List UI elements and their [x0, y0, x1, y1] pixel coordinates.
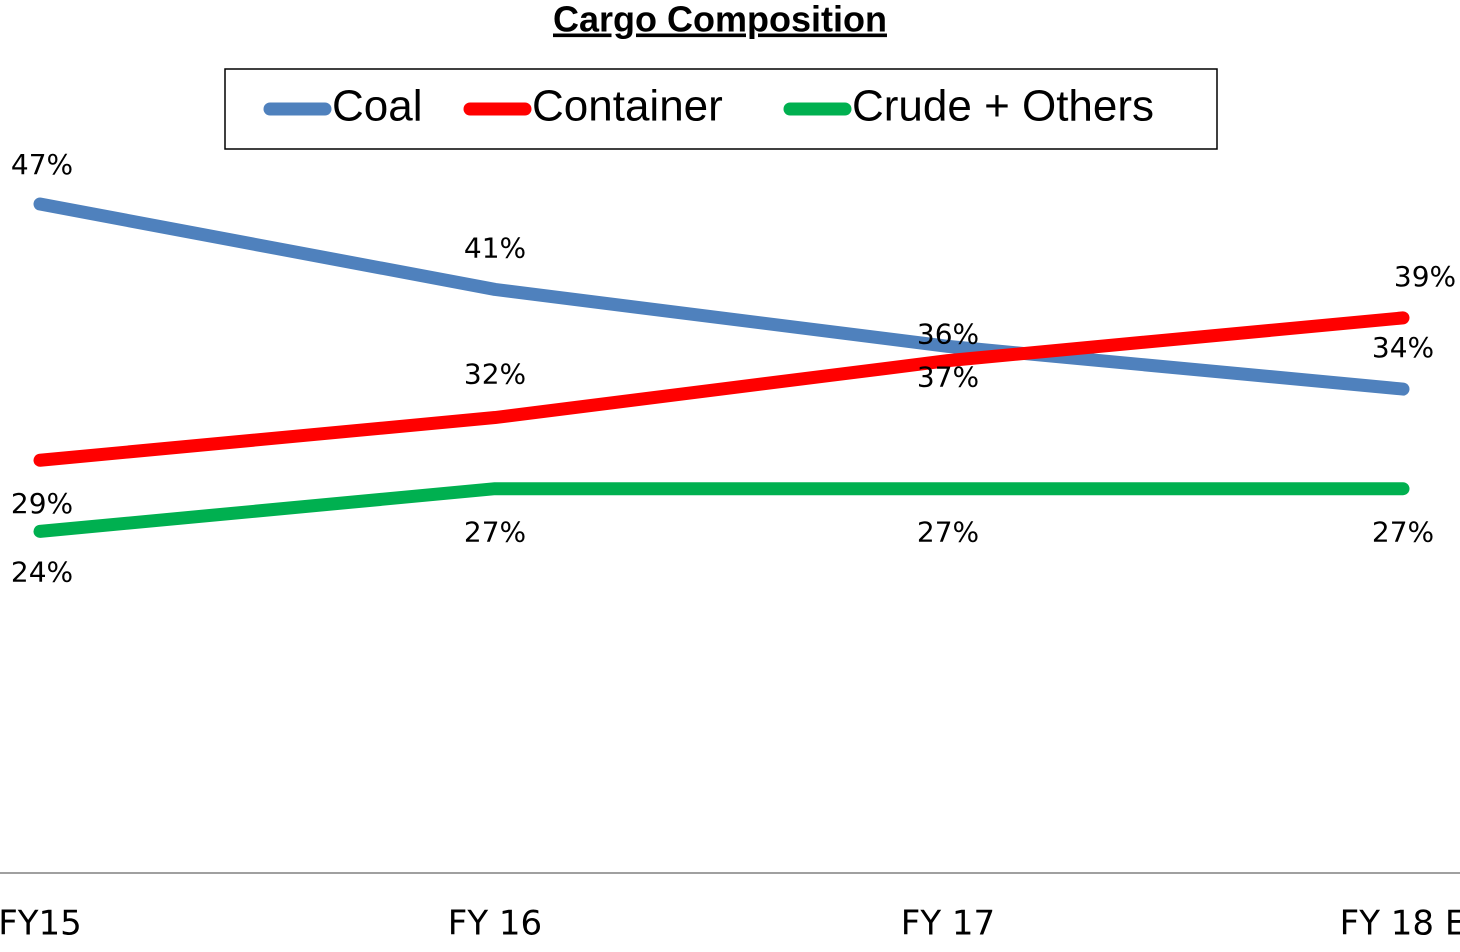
legend-label: Coal	[332, 82, 423, 131]
series-line	[33, 482, 1410, 538]
data-label: 27%	[1372, 516, 1434, 549]
series-line	[33, 311, 1410, 467]
data-label: 34%	[1372, 331, 1434, 364]
legend-label: Crude + Others	[852, 82, 1154, 131]
data-label: 41%	[464, 231, 526, 264]
legend-box	[224, 68, 1218, 150]
data-label: 36%	[917, 318, 979, 351]
x-tick-label: FY15	[0, 904, 82, 944]
x-tick-label: FY 18 E	[1340, 904, 1460, 944]
data-label: 27%	[464, 516, 526, 549]
x-tick-label: FY 17	[901, 904, 995, 944]
data-label: 47%	[11, 148, 73, 181]
data-label: 24%	[11, 555, 73, 588]
data-label: 27%	[917, 516, 979, 549]
legend-label: Container	[532, 82, 723, 131]
series-line	[33, 197, 1410, 396]
data-label: 32%	[464, 358, 526, 391]
x-tick-label: FY 16	[448, 904, 542, 944]
data-label: 39%	[1394, 260, 1456, 293]
data-label: 29%	[11, 487, 73, 520]
data-label: 37%	[917, 360, 979, 393]
chart-title: Cargo Composition	[553, 0, 887, 40]
